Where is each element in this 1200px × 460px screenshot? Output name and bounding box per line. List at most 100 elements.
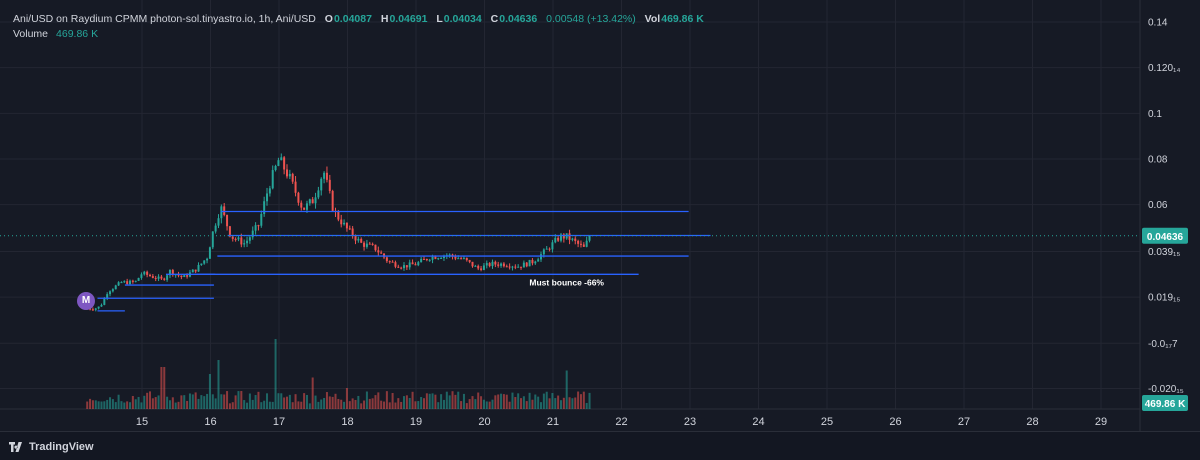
candle-body[interactable] [337,211,340,220]
candle-body[interactable] [89,308,92,310]
candle-body[interactable] [434,256,437,259]
candle-body[interactable] [208,247,211,259]
candle-body[interactable] [394,262,397,267]
candle-body[interactable] [117,282,120,286]
candle-body[interactable] [528,259,531,267]
candle-body[interactable] [462,257,465,259]
candle-body[interactable] [160,276,163,279]
candle-body[interactable] [425,258,428,261]
candle-body[interactable] [522,262,525,268]
candle-body[interactable] [271,170,274,189]
candle-body[interactable] [151,276,154,278]
candle-body[interactable] [354,236,357,241]
candle-body[interactable] [280,157,283,161]
candle-body[interactable] [377,250,380,253]
candle-body[interactable] [540,254,543,260]
candle-body[interactable] [131,280,134,282]
candle-body[interactable] [340,219,343,225]
candle-body[interactable] [137,277,140,281]
candle-body[interactable] [126,281,129,285]
candle-body[interactable] [454,256,457,259]
candle-body[interactable] [228,226,231,237]
candle-body[interactable] [266,193,269,202]
candle-body[interactable] [203,260,206,264]
candle-body[interactable] [123,281,126,283]
candle-body[interactable] [120,282,123,284]
candle-body[interactable] [508,266,511,268]
candle-body[interactable] [574,238,577,241]
candle-body[interactable] [305,203,308,210]
candle-body[interactable] [403,265,406,269]
candle-body[interactable] [294,181,297,193]
candle-body[interactable] [514,266,517,268]
candle-body[interactable] [468,260,471,262]
candle-body[interactable] [231,236,234,239]
candle-body[interactable] [465,257,468,261]
candle-body[interactable] [579,243,582,245]
candle-body[interactable] [408,262,411,268]
symbol-title[interactable]: Ani/USD on Raydium CPMM photon-sol.tinya… [13,13,316,25]
candle-body[interactable] [274,165,277,171]
candle-body[interactable] [180,275,183,278]
candle-body[interactable] [148,274,151,277]
candle-body[interactable] [343,222,346,225]
candle-body[interactable] [588,235,591,241]
candle-body[interactable] [240,237,243,245]
candle-body[interactable] [206,258,209,261]
candle-body[interactable] [291,173,294,182]
candle-body[interactable] [246,240,249,244]
volume-label[interactable]: Volume [13,28,49,40]
candle-body[interactable] [97,306,100,309]
candle-body[interactable] [562,234,565,239]
candle-body[interactable] [577,240,580,244]
candle-body[interactable] [371,243,374,245]
candle-body[interactable] [243,243,246,245]
candle-body[interactable] [460,258,463,260]
candle-body[interactable] [214,225,217,232]
candle-body[interactable] [477,265,480,269]
candle-body[interactable] [585,240,588,247]
candle-body[interactable] [283,157,286,170]
candle-body[interactable] [146,271,149,275]
candle-body[interactable] [480,268,483,270]
candle-body[interactable] [500,263,503,266]
candle-body[interactable] [437,258,440,260]
candle-body[interactable] [143,271,146,275]
candle-body[interactable] [268,188,271,194]
mark-badge[interactable]: M [77,292,95,310]
candle-body[interactable] [183,275,186,278]
candle-body[interactable] [568,233,571,240]
candle-body[interactable] [414,264,417,266]
candle-body[interactable] [200,263,203,265]
candle-body[interactable] [217,218,220,226]
candle-body[interactable] [100,304,103,307]
candle-body[interactable] [388,261,391,263]
candle-body[interactable] [106,294,109,299]
candle-body[interactable] [380,252,383,254]
candle-body[interactable] [440,257,443,259]
candle-body[interactable] [582,244,585,247]
candle-body[interactable] [525,262,528,267]
candle-body[interactable] [391,261,394,263]
candle-body[interactable] [374,244,377,251]
candle-body[interactable] [485,263,488,266]
candle-body[interactable] [474,265,477,267]
candle-body[interactable] [448,254,451,256]
candle-body[interactable] [348,228,351,230]
candle-body[interactable] [482,265,485,270]
candle-body[interactable] [537,259,540,262]
candle-body[interactable] [505,266,508,268]
candle-body[interactable] [325,172,328,180]
candle-body[interactable] [320,178,323,191]
candle-body[interactable] [168,269,171,276]
candle-body[interactable] [363,242,366,247]
candle-body[interactable] [311,199,314,204]
candle-body[interactable] [186,275,189,277]
candle-body[interactable] [191,269,194,273]
candle-body[interactable] [420,258,423,263]
candle-body[interactable] [288,173,291,177]
candle-body[interactable] [94,308,97,310]
candle-body[interactable] [488,263,491,267]
candle-body[interactable] [471,261,474,267]
